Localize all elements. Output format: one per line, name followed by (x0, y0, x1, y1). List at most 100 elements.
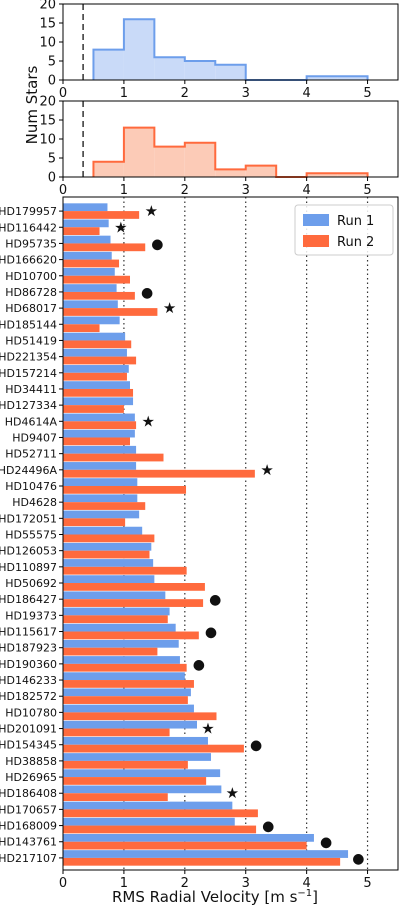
bar-run1 (63, 429, 135, 438)
bar-run1 (63, 332, 126, 341)
star-name-label: HD154345 (0, 739, 57, 752)
circle-marker: ● (141, 285, 153, 301)
bar-run1 (63, 510, 140, 519)
bar-run1 (63, 704, 194, 713)
bar-run1 (63, 219, 109, 228)
bar-run1 (63, 348, 127, 357)
x-tick-label: 5 (363, 183, 371, 198)
y-tick-label: 0 (48, 171, 56, 186)
hist-bin-3 (184, 142, 216, 177)
x-tick-label: 2 (181, 183, 189, 198)
bar-run2 (63, 793, 168, 801)
bar-run1 (63, 316, 120, 325)
bar-run1 (63, 413, 135, 422)
bar-run2 (63, 663, 187, 672)
bar-run1 (63, 462, 137, 470)
bar-run1 (63, 639, 179, 648)
star-name-label: HD10780 (5, 706, 57, 719)
bar-run1 (63, 575, 155, 584)
hist-bin-1 (123, 19, 155, 80)
circle-marker: ● (250, 738, 262, 754)
hist-bin-8 (337, 173, 368, 177)
star-name-label: HD38858 (5, 755, 57, 768)
bar-run2 (63, 777, 207, 785)
bar-run2 (63, 227, 100, 236)
x-tick-label: 0 (59, 86, 67, 101)
bar-run2 (63, 583, 205, 591)
bar-run2 (63, 744, 244, 753)
bar-run2 (63, 405, 124, 413)
bar-run1 (63, 203, 108, 212)
y-tick-label: 10 (39, 36, 56, 51)
star-name-label: HD50692 (5, 577, 57, 590)
star-name-label: HD187923 (0, 642, 57, 655)
bar-run1 (63, 381, 130, 389)
star-name-label: HD110897 (0, 561, 57, 574)
hist-step-outline (92, 18, 369, 81)
bar-run1 (63, 478, 138, 486)
star-name-label: HD190360 (0, 658, 57, 671)
bar-run2 (63, 680, 194, 688)
bar-run2 (63, 841, 307, 850)
y-tick-label: 15 (39, 114, 56, 129)
hist-bin-7 (306, 76, 338, 80)
y-tick-label: 5 (48, 152, 56, 167)
bar-run2 (63, 631, 199, 640)
star-name-label: HD116442 (0, 221, 57, 234)
y-tick-label: 15 (39, 17, 56, 32)
histogram-run2-panel: 0 1 2 3 4 5 0 5 10 15 20 (39, 95, 399, 198)
bar-run2 (63, 453, 164, 462)
bar-run1 (63, 720, 197, 729)
star-name-label: HD172051 (0, 512, 57, 525)
bar-run2 (63, 712, 217, 721)
bar-run2 (63, 308, 158, 316)
bar-run2 (63, 518, 126, 527)
y-axis-title: Num Stars (23, 65, 41, 144)
bar-run2 (63, 599, 204, 607)
bar-run2 (63, 340, 132, 349)
star-marker: ★ (201, 720, 214, 738)
x-tick-label: 0 (59, 183, 67, 198)
bar-chart-panel: HD179957 ★ HD116442 ★ HD95735 ● HD166620 HD1070… (0, 196, 399, 891)
bar-run2 (63, 825, 257, 834)
bar-run1 (63, 656, 180, 664)
bar-run2 (63, 259, 120, 268)
star-name-label: HD185144 (0, 318, 57, 331)
circle-marker: ● (193, 657, 205, 673)
bar-run1 (63, 769, 221, 778)
star-name-label: HD9407 (12, 431, 57, 444)
bar-run1 (63, 365, 129, 373)
bar-run2 (63, 534, 155, 543)
star-name-label: HD52711 (5, 448, 57, 461)
y-tick-label: 20 (39, 95, 56, 110)
x-tick-label: 3 (242, 183, 250, 198)
star-marker: ★ (145, 202, 158, 220)
hist-bin-8 (337, 76, 368, 80)
star-name-label: HD146233 (0, 674, 57, 687)
bar-run2 (63, 809, 258, 818)
bar-run2 (63, 696, 188, 704)
bar-run1 (63, 785, 222, 794)
histogram-run1-panel: 0 1 2 3 4 5 0 5 10 15 20 (39, 0, 399, 101)
star-name-label: HD55575 (5, 529, 57, 542)
star-marker: ★ (260, 461, 273, 479)
star-name-label: HD127334 (0, 399, 57, 412)
x-tick-label: 4 (302, 183, 310, 198)
bar-run1 (63, 542, 152, 551)
star-name-label: HD115617 (0, 626, 57, 639)
star-name-label: HD179957 (0, 205, 57, 218)
star-name-label: HD201091 (0, 723, 57, 736)
bar-run2 (63, 502, 146, 510)
bar-run2 (63, 324, 100, 333)
star-name-label: HD186408 (0, 787, 57, 800)
star-name-label: HD157214 (0, 367, 57, 380)
bar-run1 (63, 736, 208, 745)
star-name-label: HD168009 (0, 820, 57, 833)
hist-bin-0 (93, 49, 124, 80)
bar-run1 (63, 397, 134, 406)
x-tick-label: 3 (242, 86, 250, 101)
circle-marker: ● (209, 592, 221, 608)
bar-run1 (63, 833, 314, 842)
x-tick-label: 5 (363, 86, 371, 101)
star-name-label: HD217107 (0, 852, 57, 865)
